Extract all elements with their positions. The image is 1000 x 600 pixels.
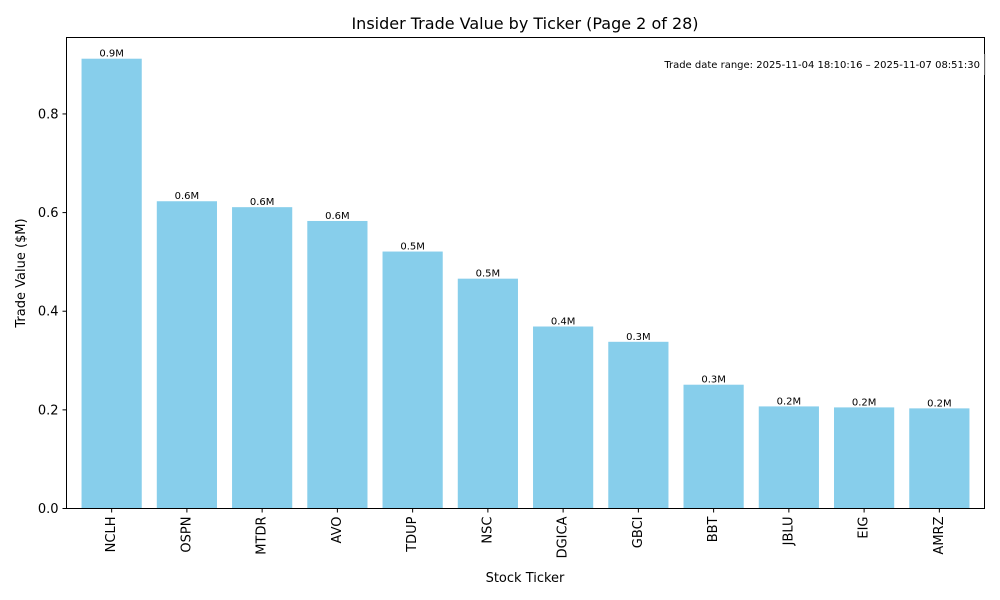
bar-amrz bbox=[909, 408, 970, 509]
x-ticks-layer: NCLH OSPN MTDR AVO TDUP NSC DGICA GBCI BBT JBLU EI… bbox=[104, 508, 947, 558]
bar-value-label-bbt: 0.3M bbox=[701, 375, 726, 386]
bar-ospn bbox=[156, 201, 217, 509]
bar-value-label-gbci: 0.3M bbox=[626, 332, 651, 343]
bar-gbci bbox=[608, 341, 669, 509]
x-tick-label-eig: EIG bbox=[857, 517, 872, 539]
bar-jblu bbox=[758, 406, 819, 509]
x-tick-label-dgica: DGICA bbox=[556, 516, 571, 558]
x-tick-label-mtdr: MTDR bbox=[255, 517, 270, 555]
y-ticks-layer: 0.0 0.2 0.4 0.6 0.8 bbox=[38, 107, 67, 517]
bar-value-label-dgica: 0.4M bbox=[551, 317, 576, 328]
bar-avo bbox=[307, 220, 368, 509]
x-tick-label-nclh: NCLH bbox=[104, 517, 119, 553]
x-tick-label-jblu: JBLU bbox=[781, 517, 796, 547]
bar-value-label-nclh: 0.9M bbox=[99, 49, 124, 60]
y-tick-label: 0.2 bbox=[38, 403, 59, 418]
bar-bbt bbox=[683, 384, 744, 509]
bar-value-label-jblu: 0.2M bbox=[777, 396, 802, 407]
y-tick-label: 0.6 bbox=[38, 206, 59, 221]
bar-nclh bbox=[81, 58, 142, 509]
bar-dgica bbox=[533, 326, 594, 509]
y-tick-label: 0.0 bbox=[38, 502, 59, 517]
y-tick-label: 0.4 bbox=[38, 305, 59, 320]
bar-value-label-ospn: 0.6M bbox=[175, 191, 200, 202]
bar-eig bbox=[834, 407, 895, 509]
bar-labels-layer: 0.9M 0.6M 0.6M 0.6M 0.5M 0.5M 0.4M 0.3M 0.3M 0.2M… bbox=[99, 49, 951, 410]
bars-layer bbox=[81, 58, 970, 509]
bar-value-label-mtdr: 0.6M bbox=[250, 197, 275, 208]
x-tick-label-bbt: BBT bbox=[706, 516, 721, 542]
x-tick-label-amrz: AMRZ bbox=[932, 516, 947, 554]
x-tick-label-tdup: TDUP bbox=[405, 516, 420, 552]
bar-mtdr bbox=[232, 207, 293, 509]
x-tick-label-gbci: GBCI bbox=[631, 517, 646, 549]
bar-value-label-eig: 0.2M bbox=[852, 397, 877, 408]
trade-date-range-annotation: Trade date range: 2025-11-04 18:10:16 – … bbox=[663, 60, 980, 71]
x-tick-label-nsc: NSC bbox=[480, 517, 495, 544]
y-tick-label: 0.8 bbox=[38, 107, 59, 122]
bar-value-label-avo: 0.6M bbox=[325, 211, 350, 222]
y-axis-label: Trade Value ($M) bbox=[14, 218, 29, 328]
bar-value-label-nsc: 0.5M bbox=[476, 269, 501, 280]
chart-title: Insider Trade Value by Ticker (Page 2 of… bbox=[351, 14, 698, 33]
x-tick-label-avo: AVO bbox=[330, 517, 345, 544]
bar-value-label-amrz: 0.2M bbox=[927, 398, 952, 409]
bar-nsc bbox=[457, 278, 518, 509]
bar-tdup bbox=[382, 251, 443, 509]
x-axis-label: Stock Ticker bbox=[486, 571, 565, 586]
bar-value-label-tdup: 0.5M bbox=[400, 242, 425, 253]
x-tick-label-ospn: OSPN bbox=[179, 517, 194, 553]
plot-area-frame bbox=[66, 37, 985, 509]
